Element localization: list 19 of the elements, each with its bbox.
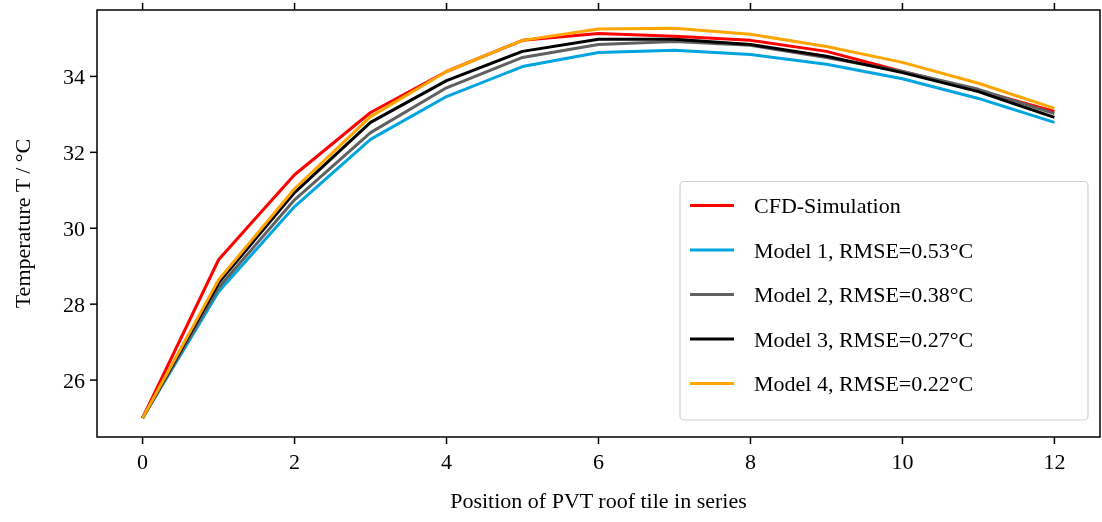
legend-label: CFD-Simulation <box>754 193 901 219</box>
y-tick-label: 26 <box>63 367 85 393</box>
x-axis-title: Position of PVT roof tile in series <box>450 488 747 513</box>
x-tick-label: 2 <box>289 449 301 474</box>
legend-label: Model 2, RMSE=0.38°C <box>754 282 974 308</box>
x-tick-label: 0 <box>137 449 149 474</box>
x-tick-label: 6 <box>593 449 604 474</box>
x-tick-label: 8 <box>744 449 756 474</box>
y-tick-label: 30 <box>63 215 85 241</box>
x-tick-label: 10 <box>891 449 914 474</box>
x-tick-label: 12 <box>1043 449 1066 474</box>
y-tick-label: 32 <box>63 140 85 166</box>
y-tick-label: 34 <box>63 64 85 90</box>
y-tick-label: 28 <box>63 291 85 317</box>
x-tick-label: 4 <box>441 449 453 474</box>
y-axis-title: Temperature T / °C <box>10 138 35 309</box>
legend-label: Model 3, RMSE=0.27°C <box>754 326 974 352</box>
legend-label: Model 1, RMSE=0.53°C <box>754 237 974 263</box>
legend-label: Model 4, RMSE=0.22°C <box>754 371 974 397</box>
